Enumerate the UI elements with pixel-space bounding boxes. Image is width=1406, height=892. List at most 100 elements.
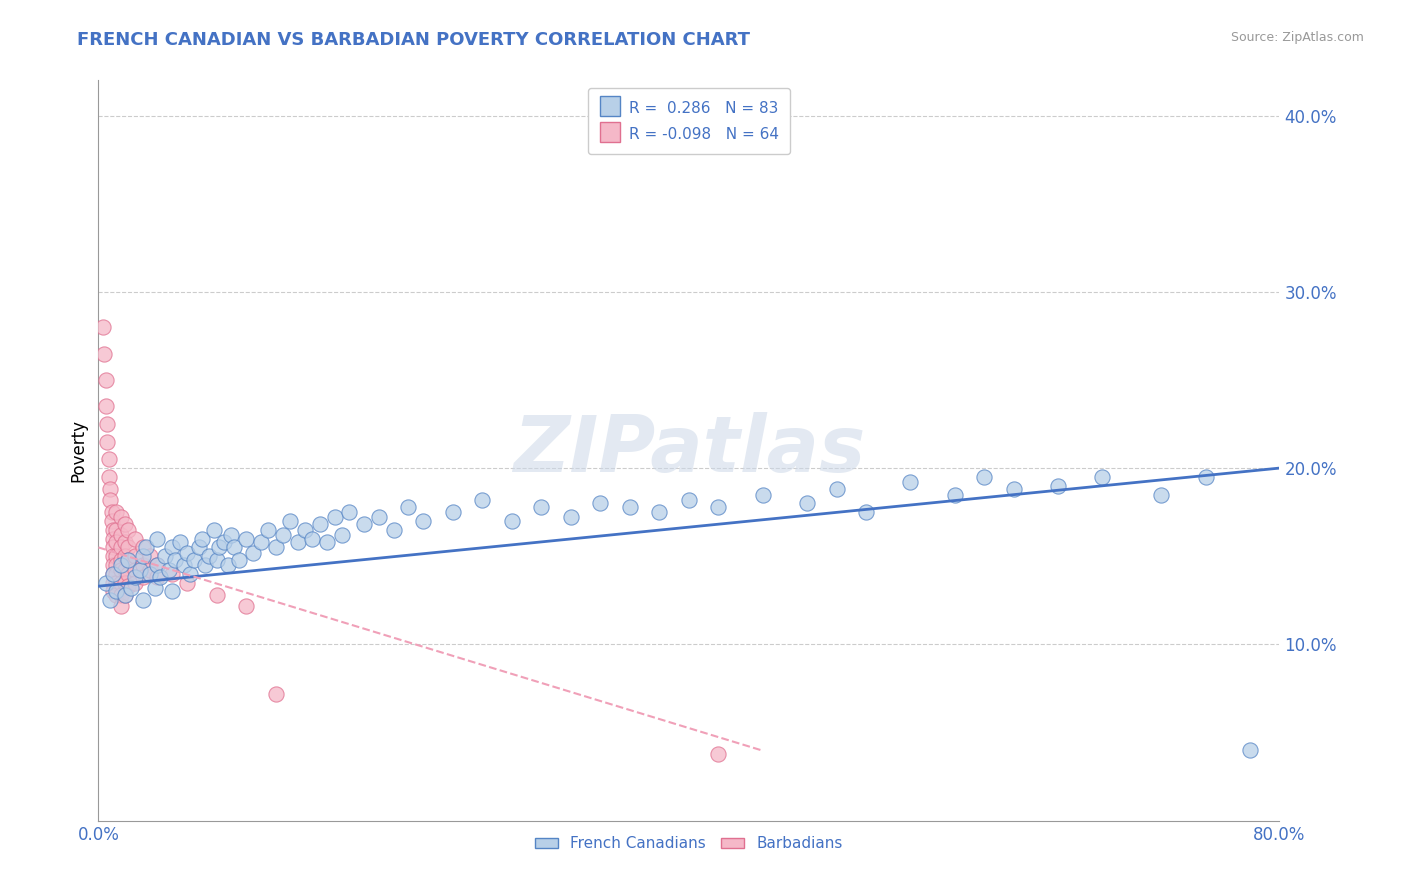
Point: [117, 566, 139, 581]
Point: [132, 558, 155, 572]
Point: [146, 570, 169, 584]
Point: [110, 558, 132, 572]
Point: [139, 563, 162, 577]
Point: [183, 553, 205, 567]
Point: [110, 553, 132, 567]
Point: [105, 575, 128, 590]
Point: [114, 563, 136, 577]
Point: [707, 500, 730, 514]
Point: [179, 566, 201, 581]
Point: [368, 510, 391, 524]
Point: [103, 523, 125, 537]
Point: [176, 546, 198, 560]
Point: [100, 505, 122, 519]
Point: [110, 528, 132, 542]
Point: [114, 588, 136, 602]
Legend: French Canadians, Barbadians: French Canadians, Barbadians: [529, 830, 849, 857]
Point: [205, 588, 228, 602]
Point: [128, 563, 150, 577]
Point: [1239, 743, 1261, 757]
Point: [96, 417, 118, 431]
Point: [202, 523, 225, 537]
Point: [103, 566, 125, 581]
Point: [105, 558, 128, 572]
Point: [105, 549, 128, 564]
Point: [110, 575, 132, 590]
Y-axis label: Poverty: Poverty: [69, 419, 87, 482]
Point: [191, 532, 214, 546]
Point: [157, 563, 180, 577]
Point: [120, 581, 142, 595]
Point: [91, 320, 114, 334]
Point: [162, 541, 183, 555]
Point: [309, 517, 332, 532]
Point: [97, 470, 120, 484]
Point: [752, 487, 775, 501]
Point: [339, 505, 361, 519]
Point: [94, 373, 117, 387]
Point: [103, 541, 125, 555]
Point: [173, 558, 195, 572]
Point: [250, 535, 273, 549]
Point: [280, 514, 302, 528]
Point: [228, 553, 250, 567]
Point: [124, 575, 146, 590]
Point: [110, 563, 132, 577]
Point: [242, 546, 264, 560]
Point: [103, 566, 125, 581]
Point: [271, 528, 294, 542]
Point: [973, 470, 995, 484]
Point: [103, 532, 125, 546]
Point: [169, 535, 191, 549]
Point: [1150, 487, 1173, 501]
Point: [110, 599, 132, 613]
Point: [97, 452, 120, 467]
Point: [398, 500, 420, 514]
Point: [198, 549, 221, 564]
Point: [146, 558, 169, 572]
Point: [124, 532, 146, 546]
Point: [208, 541, 231, 555]
Point: [162, 584, 183, 599]
Point: [235, 599, 257, 613]
Point: [589, 496, 612, 510]
Point: [825, 482, 848, 496]
Point: [943, 487, 966, 501]
Point: [382, 523, 405, 537]
Point: [471, 492, 494, 507]
Point: [96, 434, 118, 449]
Point: [139, 566, 162, 581]
Point: [235, 532, 257, 546]
Point: [135, 541, 157, 555]
Point: [205, 553, 228, 567]
Point: [224, 541, 246, 555]
Point: [114, 588, 136, 602]
Point: [98, 482, 121, 496]
Point: [143, 581, 166, 595]
Point: [330, 528, 353, 542]
Point: [114, 517, 136, 532]
Point: [105, 584, 128, 599]
Point: [619, 500, 641, 514]
Point: [132, 570, 155, 584]
Point: [105, 523, 128, 537]
Point: [124, 563, 146, 577]
Point: [139, 549, 162, 564]
Point: [212, 535, 235, 549]
Point: [117, 553, 139, 567]
Point: [501, 514, 523, 528]
Point: [217, 558, 239, 572]
Point: [221, 528, 243, 542]
Point: [194, 558, 217, 572]
Text: ZIPatlas: ZIPatlas: [513, 412, 865, 489]
Point: [93, 346, 115, 360]
Point: [103, 549, 125, 564]
Point: [796, 496, 818, 510]
Point: [707, 747, 730, 761]
Point: [412, 514, 434, 528]
Point: [187, 541, 209, 555]
Point: [132, 549, 155, 564]
Point: [100, 514, 122, 528]
Point: [316, 535, 339, 549]
Point: [110, 541, 132, 555]
